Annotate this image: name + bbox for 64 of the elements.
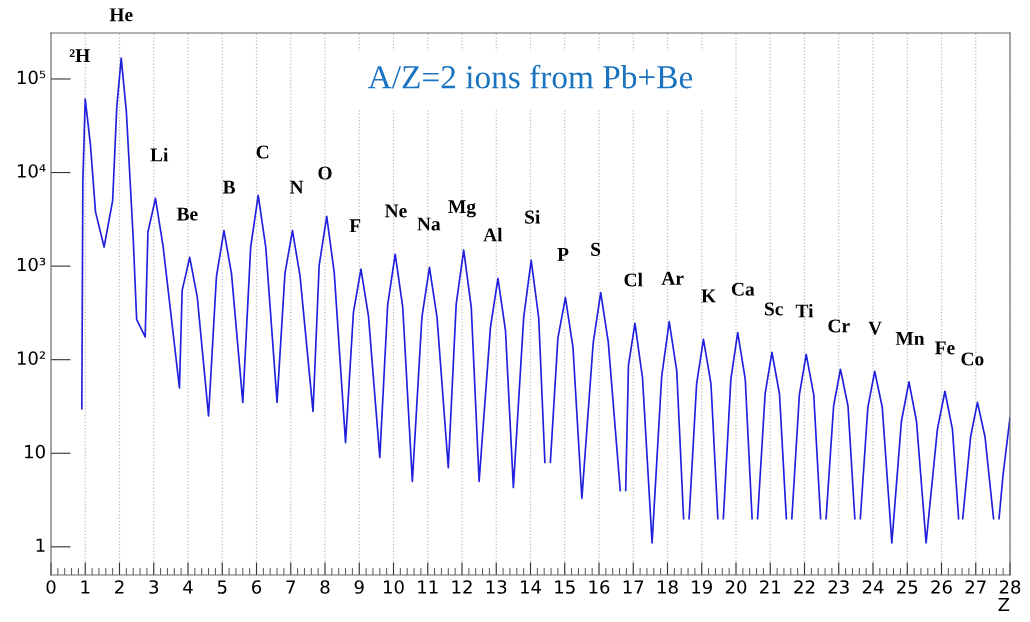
annotation: Al [483,227,503,242]
x-tick-label: 9 [354,580,364,594]
annotation: Co [961,352,984,366]
x-tick-label: 0 [46,580,56,594]
text: A/Z=2 ions from Pb+Be [368,64,693,89]
x-tick-label: 4 [183,580,193,594]
x-tick-label: 19 [692,580,712,594]
annotation: Be [176,207,198,221]
x-tick-label: 23 [828,580,849,594]
x-tick-label: 20 [725,580,747,594]
annotation: N [289,180,304,194]
x-axis-title: Z [998,597,1010,612]
x-tick-label: 21 [760,580,781,594]
x-tick-label: 24 [862,580,884,594]
annotation: He [109,8,133,22]
x-tick-label: 25 [897,580,918,594]
annotation: Na [417,217,441,231]
x-tick-label: 7 [286,580,295,594]
annotation: C [256,145,269,159]
y-tick-label: 10 [25,444,45,459]
annotation: Cl [624,272,643,287]
x-tick-label: 28 [999,580,1021,594]
annotation: K [701,289,717,303]
y-tick-label: 10² [17,351,45,365]
y-tick-label: 1 [36,538,45,552]
x-tick-label: 3 [149,580,159,594]
x-tick-label: 27 [965,580,986,594]
x-tick-label: 12 [452,580,472,594]
annotation: Ti [795,303,814,318]
annotation: Li [150,147,169,162]
x-tick-label: 15 [555,580,575,594]
y-tick-label: 10⁵ [17,70,46,85]
x-tick-label: 11 [418,580,438,594]
annotation: Ca [731,282,755,296]
x-tick-label: 2 [115,580,124,594]
x-tick-label: 26 [931,580,952,594]
x-tick-label: 22 [794,580,815,594]
annotation: ²H [69,49,90,63]
x-tick-label: 5 [217,580,227,594]
annotation: Si [525,209,541,224]
y-tick-label: 10⁴ [17,164,46,178]
x-tick-label: 13 [486,580,507,594]
x-tick-label: 17 [623,580,644,594]
x-tick-label: 18 [658,580,678,594]
annotation: Mg [448,200,476,218]
annotation: Cr [828,319,850,333]
y-tick-label: 10³ [17,257,46,272]
annotation: Mn [895,332,925,345]
x-tick-label: 6 [252,580,262,594]
annotation: F [349,219,361,233]
x-tick-label: 1 [81,580,90,594]
annotation: S [591,242,601,256]
annotation: Ne [384,204,407,218]
annotation: B [222,180,236,194]
annotation: V [868,321,882,335]
annotation: Sc [764,302,783,316]
annotation: Ar [661,271,684,285]
x-tick-label: 14 [521,580,541,594]
annotation: Fe [935,341,955,355]
annotation: P [557,247,569,261]
annotation: O [318,166,332,180]
x-tick-label: 8 [320,580,330,594]
x-tick-label: 16 [589,580,610,594]
x-tick-label: 10 [384,580,404,594]
